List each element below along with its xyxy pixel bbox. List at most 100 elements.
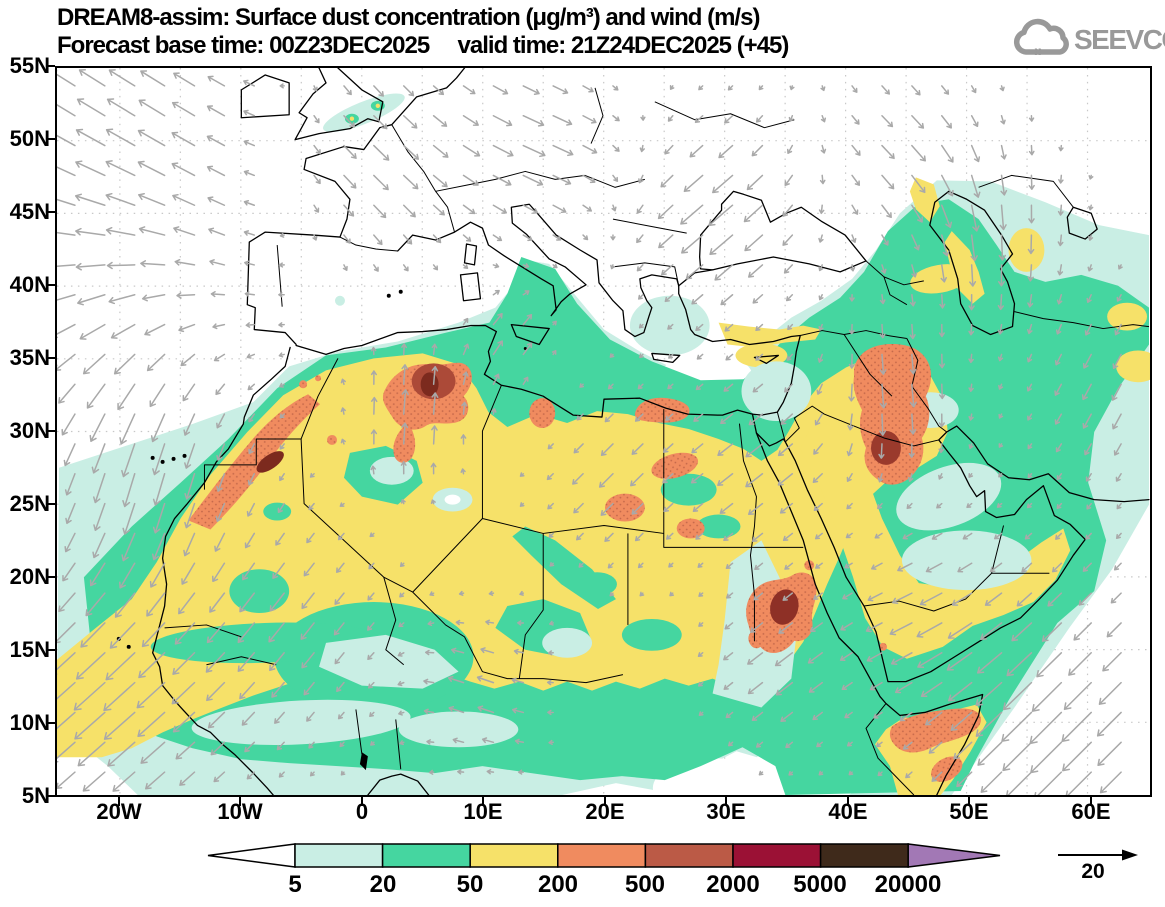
colorbar-value: 2000	[706, 871, 760, 898]
dust-patch-england	[323, 93, 405, 133]
lon-label: 0	[355, 799, 369, 824]
dust-region-5-20	[896, 462, 1002, 531]
lat-tick	[46, 65, 55, 67]
svg-text:»: »	[1034, 41, 1043, 60]
dust-region-50-200	[910, 264, 970, 294]
colorbar-right-arrow	[907, 843, 1001, 868]
lat-label: 10N	[9, 710, 50, 735]
dust-core-sudan	[770, 589, 799, 625]
lat-label: 25N	[9, 491, 50, 516]
lon-label: 10W	[217, 799, 263, 824]
lon-tick	[239, 797, 241, 806]
colorbar-segment-5-20	[294, 843, 384, 868]
lon-label: 40E	[828, 799, 868, 824]
colorbar-segment-50-200	[469, 843, 559, 868]
lat-label: 5N	[21, 783, 50, 808]
lon-tick	[968, 797, 970, 806]
lat-tick	[46, 430, 55, 432]
lat-label: 45N	[9, 199, 50, 224]
wind-vector-arrows	[57, 69, 1123, 795]
lat-tick	[46, 649, 55, 651]
dust-concentration-map	[57, 68, 1150, 795]
lon-label: 30E	[706, 799, 746, 824]
dust-patch-england	[375, 103, 381, 108]
lat-label: 35N	[9, 345, 50, 370]
dust-core-iraq	[871, 431, 901, 465]
lon-label: 60E	[1071, 799, 1111, 824]
dust-region-5-20	[398, 711, 519, 748]
islands-and-lakes	[116, 289, 527, 771]
lat-label: 30N	[9, 418, 50, 443]
wind-reference-value: 20	[1081, 860, 1105, 883]
lat-tick	[46, 138, 55, 140]
cloud-icon: »	[1012, 16, 1074, 65]
lon-tick	[118, 797, 120, 806]
colorbar-value: 50	[456, 871, 484, 898]
dust-region-20-50	[150, 622, 380, 664]
no-dust-hole	[444, 494, 461, 505]
dust-region-20-50	[229, 569, 290, 614]
dust-patch-spain	[334, 295, 345, 306]
colorbar	[200, 842, 1012, 874]
lon-tick	[725, 797, 727, 806]
map-subtitle-forecast-times: Forecast base time: 00Z23DEC2025 valid t…	[57, 32, 789, 59]
lat-label: 15N	[9, 637, 50, 662]
dust-region-50-200	[800, 420, 1071, 659]
dust-region-5-20	[319, 634, 459, 689]
lat-label: 20N	[9, 564, 50, 589]
lon-label: 20E	[585, 799, 625, 824]
colorbar-value: 5000	[793, 871, 847, 898]
lon-tick	[1090, 797, 1092, 806]
lat-tick	[46, 722, 55, 724]
colorbar-segment-500-2000	[644, 843, 734, 868]
logo-text: SEEVCCC	[1074, 24, 1165, 55]
lat-tick	[46, 576, 55, 578]
dust-region-20-50	[696, 514, 741, 539]
dust-region-50-200	[1107, 302, 1148, 331]
dust-region-50-200	[944, 231, 985, 304]
map-title: DREAM8-assim: Surface dust concentration…	[57, 4, 760, 31]
colorbar-value: 20	[369, 871, 397, 898]
colorbar-value: 5	[288, 871, 302, 898]
lon-label: 10E	[463, 799, 503, 824]
dust-concentration-field	[57, 93, 1150, 795]
colorbar-left-arrow	[207, 843, 296, 868]
dust-region-50-200	[1116, 350, 1150, 383]
seevccc-logo: » SEEVCCC	[1012, 16, 1165, 65]
country-borders	[164, 87, 1150, 795]
lat-tick	[46, 795, 55, 797]
colorbar-segment-20-50	[381, 843, 471, 868]
lon-tick	[847, 797, 849, 806]
dust-core-algeria-max	[420, 372, 439, 397]
dust-region-5-20	[741, 361, 812, 422]
dust-region-20-50	[263, 502, 292, 521]
colorbar-value: 500	[624, 871, 666, 898]
lat-tick	[46, 284, 55, 286]
colorbar-value: 200	[537, 871, 579, 898]
lat-tick	[46, 211, 55, 213]
lon-label: 50E	[949, 799, 989, 824]
colorbar-segment-5000-20000	[819, 843, 909, 868]
map-plot-area	[55, 66, 1152, 797]
dust-region-20-50	[512, 526, 616, 610]
colorbar-segment-2000-5000	[732, 843, 822, 868]
lon-tick	[604, 797, 606, 806]
dust-region-20-50	[621, 618, 682, 651]
colorbar-segment-200-500	[557, 843, 647, 868]
colorbar-value: 20000	[874, 871, 942, 898]
lat-label: 50N	[9, 126, 50, 151]
lat-label: 55N	[9, 53, 50, 78]
dust-region-20-50	[660, 473, 717, 506]
lon-tick	[482, 797, 484, 806]
dust-patch-england	[349, 116, 355, 121]
dust-core-morocco	[256, 451, 284, 473]
lat-tick	[46, 357, 55, 359]
dust-region-5-20	[629, 295, 710, 356]
lon-tick	[361, 797, 363, 806]
lat-tick	[46, 503, 55, 505]
dust-region-50-200	[718, 322, 822, 348]
wind-reference-arrow	[1050, 844, 1162, 866]
dust-region-50-200	[1008, 228, 1045, 272]
lat-label: 40N	[9, 272, 50, 297]
